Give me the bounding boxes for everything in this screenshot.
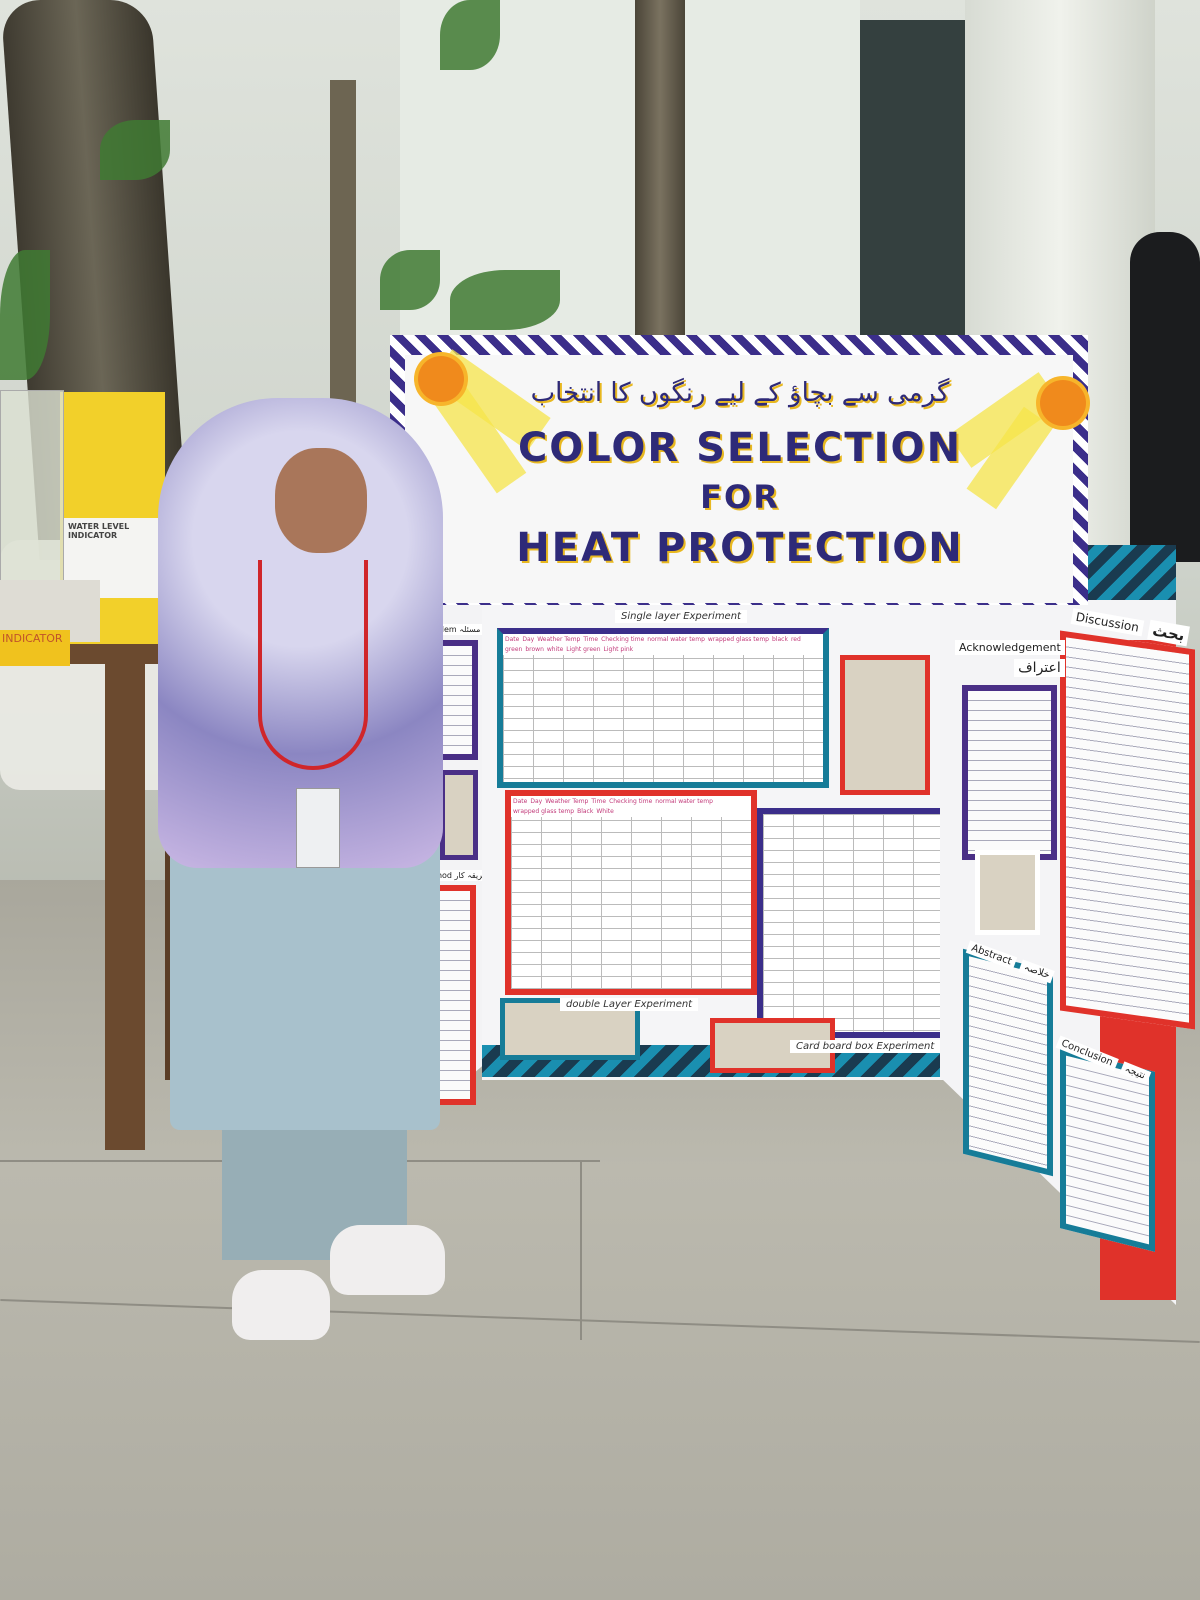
column-header: Day [530, 798, 543, 805]
doorway [860, 20, 970, 350]
column-header: Checking time [601, 636, 645, 643]
right-shoe [330, 1225, 445, 1295]
leaves [450, 270, 560, 330]
cardboard-table [757, 808, 979, 1038]
column-header: white [546, 646, 564, 653]
table-leg [105, 660, 145, 1150]
lanyard [258, 560, 368, 770]
column-header: green [505, 646, 523, 653]
column-header: Light green [566, 646, 601, 653]
acknowledgement-urdu: اعتراف [1014, 659, 1065, 677]
column-header: Day [522, 636, 535, 643]
column-header: wrapped glass temp [707, 636, 769, 643]
leaves [100, 120, 170, 180]
column-header: Date [505, 636, 520, 643]
urdu-title: گرمی سے بچاؤ کے لیے رنگوں کا انتخاب [530, 378, 950, 408]
double-layer-table: Date Day Weather Temp Time Checking time… [505, 790, 757, 995]
column-header: Black [577, 808, 594, 815]
single-layer-label: Single layer Experiment [615, 610, 747, 623]
glass-jar [0, 390, 64, 592]
column-header: Time [583, 636, 599, 643]
indicator-tag: INDICATOR [0, 630, 70, 666]
floor-seam [580, 1160, 582, 1340]
sun-icon [418, 356, 464, 402]
id-card [296, 788, 340, 868]
discussion-card [1060, 630, 1195, 1030]
photo [975, 850, 1040, 935]
photo [440, 770, 478, 860]
acknowledgement-card [962, 685, 1057, 860]
sun-icon [1040, 380, 1086, 426]
leaves [0, 250, 50, 380]
cardboard-label: Card board box Experiment [790, 1040, 941, 1053]
single-layer-table: Date Day Weather Temp Time Checking time… [497, 628, 829, 788]
color-samples-photo [840, 655, 930, 795]
column-header: Time [591, 798, 607, 805]
column-header: Checking time [609, 798, 653, 805]
column-header: black [772, 636, 788, 643]
column-header: Light pink [603, 646, 634, 653]
abstract-card [963, 948, 1053, 1177]
column-header: Date [513, 798, 528, 805]
acknowledgement-label: Acknowledgement [955, 640, 1065, 655]
title-line-1: COLOR SELECTION [517, 425, 963, 471]
column-header: brown [525, 646, 544, 653]
double-layer-label: double Layer Experiment [560, 998, 699, 1011]
title-line-3: HEAT PROTECTION [516, 525, 964, 571]
acknowledgement-heading: Acknowledgement اعتراف [955, 640, 1065, 677]
title-line-2: FOR [700, 478, 780, 516]
column-header: normal water temp [655, 798, 713, 805]
column-header: red [790, 636, 801, 643]
column-header: Weather Temp [545, 798, 589, 805]
column-header: normal water temp [647, 636, 705, 643]
column-header: wrapped glass temp [513, 808, 575, 815]
column-header: White [596, 808, 614, 815]
leaves [440, 0, 500, 70]
face [275, 448, 367, 553]
column-header: Weather Temp [537, 636, 581, 643]
table-header: Date Day Weather Temp Time Checking time… [511, 796, 751, 817]
tree-trunk [635, 0, 685, 345]
left-shoe [232, 1270, 330, 1340]
tree-trunk [330, 80, 356, 410]
leaves [380, 250, 440, 310]
table-header: Date Day Weather Temp Time Checking time… [503, 634, 823, 655]
person-background [1130, 232, 1200, 562]
